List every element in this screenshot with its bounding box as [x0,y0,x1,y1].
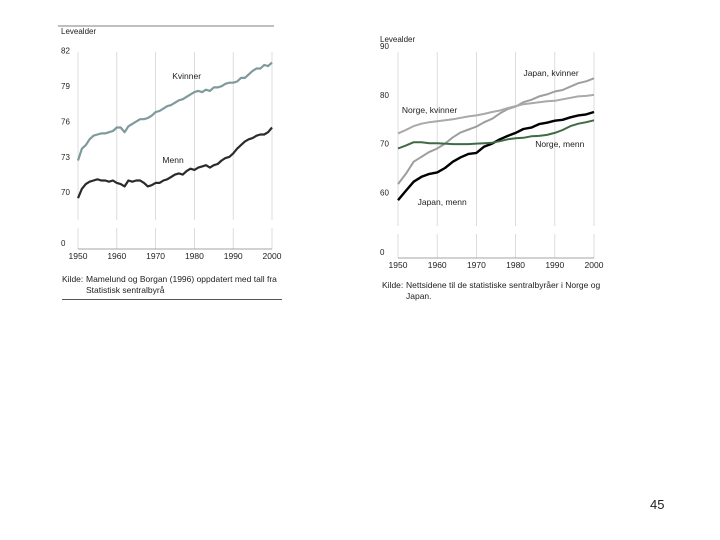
c1-xtick-label-1: 1960 [428,260,447,270]
page-number: 45 [650,497,665,512]
c1-xtick-label-0: 1950 [389,260,408,270]
c1-xtick-label-3: 1980 [506,260,525,270]
c0-xtick-label-5: 2000 [263,251,282,261]
c0-ytick-label-2: 73 [61,153,70,162]
c1-ylabel: Levealder [380,35,415,44]
source-text-right: Nettsidene til de statistiske sentralbyr… [406,280,601,301]
c1-ytick-label-4: 90 [380,42,389,51]
c1-xtick-label-4: 1990 [545,260,564,270]
c1-series-label-japan-kvinner: Japan, kvinner [523,68,578,78]
c0-ytick-label-1: 70 [61,188,70,197]
c1-series-label-japan-menn: Japan, menn [418,197,467,207]
c0-series-label-kvinner: Kvinner [172,71,201,81]
c1-series-line-japan-menn [397,110,595,201]
c1-xtick-label-5: 2000 [585,260,604,270]
c1-series-line-norge-kvinner [397,93,595,135]
c0-axis-break [75,220,275,228]
c1-ytick-label-3: 80 [380,91,389,100]
c1-series-label-norge-menn: Norge, menn [535,139,584,149]
c1-xtick-label-2: 1970 [467,260,486,270]
c0-ylabel: Levealder [61,27,96,36]
c0-ytick-label-0: 0 [61,239,66,248]
c0-xtick-label-2: 1970 [146,251,165,261]
c0-xtick-label-1: 1960 [107,251,126,261]
c1-series-label-norge-kvinner: Norge, kvinner [402,105,457,115]
c1-series-line-norge-menn [397,119,595,150]
c1-axis-break [395,226,597,234]
c0-xtick-label-4: 1990 [224,251,243,261]
source-rule-left [62,299,282,300]
c0-series-line-kvinner [76,61,273,161]
c1-ytick-label-0: 0 [380,248,385,257]
source-note-right: Kilde: Nettsidene til de statistiske sent… [382,280,607,302]
c0-xtick-label-0: 1950 [69,251,88,261]
c0-series-line-menn [76,126,273,199]
source-label-right: Kilde: [382,280,404,290]
chart-japan-norway-life-expectancy: Levealder 0 60 70 80 90 1950 1960 1970 1980 1990 20… [380,35,604,270]
c0-ytick-label-5: 82 [61,47,70,56]
source-label-left: Kilde: [62,274,84,284]
c1-ytick-label-1: 60 [380,188,389,197]
c1-series-line-japan-kvinner [397,77,595,185]
source-text-left: Mamelund og Borgan (1996) oppdatert med … [86,274,277,295]
c0-ytick-label-4: 79 [61,82,70,91]
chart-norway-life-expectancy: Levealder 0 70 73 76 79 82 1950 1960 1970 1980 1990… [58,25,282,261]
c1-ytick-label-2: 70 [380,140,389,149]
c0-xtick-label-3: 1980 [185,251,204,261]
c0-series-label-menn: Menn [162,155,184,165]
source-note-left: Kilde: Mamelund og Borgan (1996) oppdater… [62,274,287,296]
c0-ytick-label-3: 76 [61,117,70,126]
